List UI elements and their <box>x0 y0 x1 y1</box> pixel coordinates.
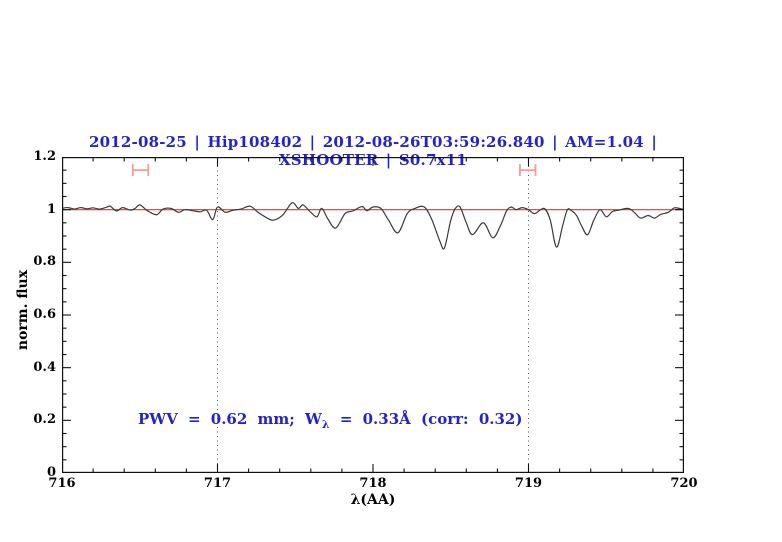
x-tick-label: 719 <box>514 476 543 491</box>
pwv-annotation-prefix: PWV = 0.62 mm; W <box>138 410 322 428</box>
y-tick-label: 0.2 <box>33 412 56 428</box>
y-tick-label: 0.8 <box>33 254 56 270</box>
range-marker-1 <box>131 164 150 177</box>
x-axis-label: λ(AA) <box>350 492 396 508</box>
y-tick-label: 1 <box>46 201 56 217</box>
x-tick-label: 716 <box>48 476 76 491</box>
pwv-annotation: PWV = 0.62 mm; Wλ = 0.33Å (corr: 0.32) <box>138 410 522 431</box>
spectrum-line <box>62 202 684 250</box>
x-tick-label: 718 <box>359 476 387 491</box>
pwv-annotation-lambda-subscript: λ <box>321 418 330 431</box>
pwv-annotation-suffix: = 0.33Å (corr: 0.32) <box>329 410 523 428</box>
range-marker-2 <box>519 164 537 177</box>
y-tick-label: 1.2 <box>33 149 56 164</box>
spectrum-plot-canvas <box>62 157 684 473</box>
plot-area: PWV = 0.62 mm; Wλ = 0.33Å (corr: 0.32) <box>62 157 684 473</box>
y-tick-label: 0.6 <box>33 307 56 322</box>
x-tick-label: 720 <box>670 476 698 491</box>
x-tick-label: 717 <box>203 476 232 491</box>
y-tick-label: 0 <box>46 465 56 480</box>
y-tick-label: 0.4 <box>33 359 56 375</box>
